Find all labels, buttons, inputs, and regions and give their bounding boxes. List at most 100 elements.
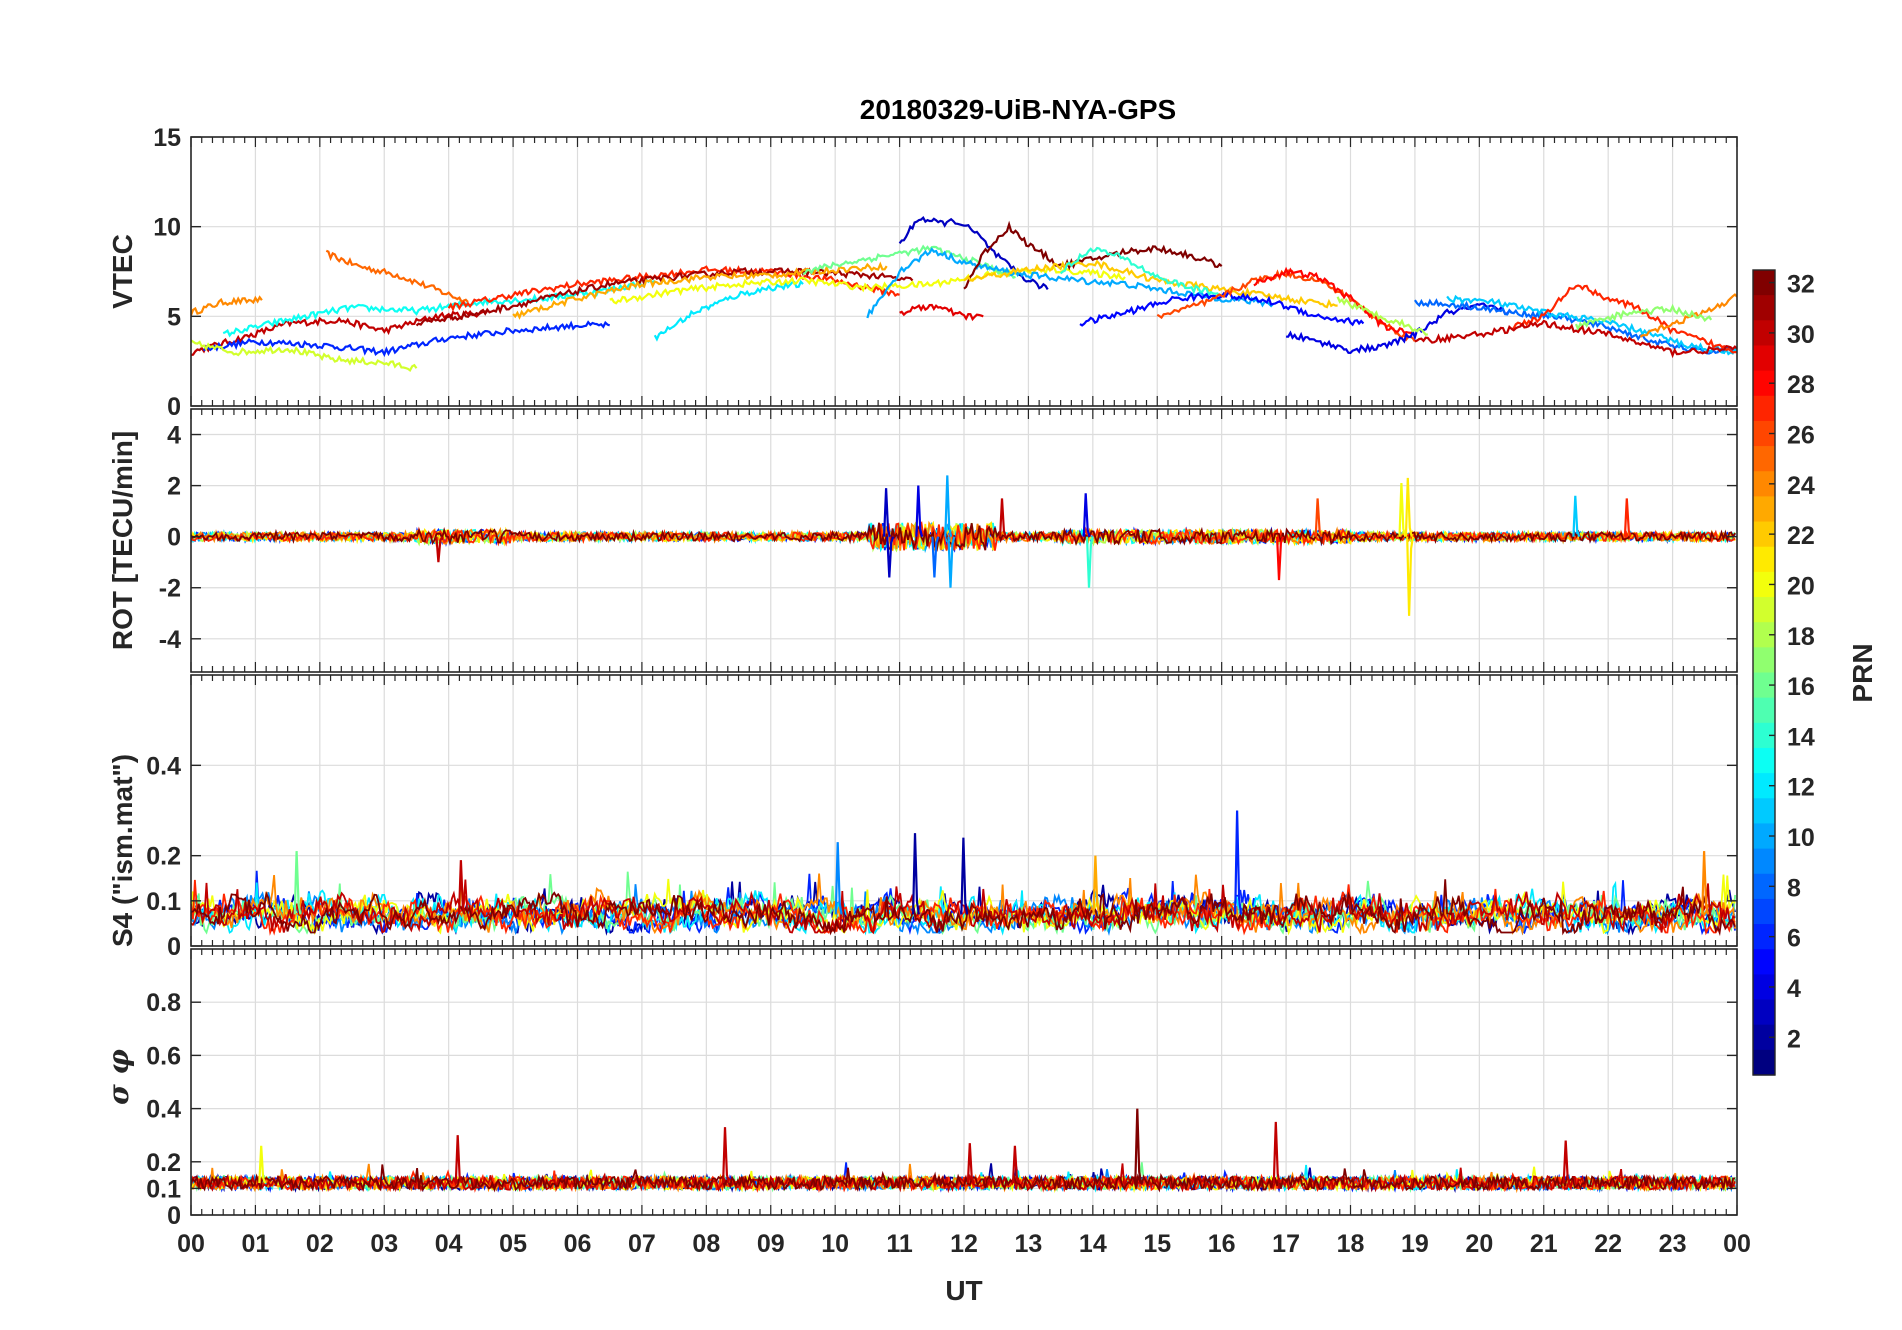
series-line-prn-30 — [191, 879, 1736, 935]
data-spike — [1701, 851, 1710, 915]
colorbar-tick-label: 10 — [1787, 824, 1815, 852]
series-line-prn-17 — [1574, 303, 1713, 332]
x-tick-label: 21 — [1530, 1230, 1558, 1258]
colorbar-swatch — [1753, 773, 1775, 799]
data-spike — [966, 1143, 975, 1184]
y-axis-label: ROT [TECU/min] — [107, 431, 138, 650]
colorbar-swatch — [1753, 873, 1775, 900]
colorbar-swatch — [1753, 823, 1775, 850]
colorbar-tick-label: 24 — [1787, 472, 1815, 500]
data-spike — [883, 488, 891, 537]
x-tick-label: 11 — [886, 1230, 913, 1258]
series-line-prn-11 — [1446, 294, 1737, 356]
data-spike — [1398, 482, 1407, 537]
x-axis-label: UT — [945, 1275, 982, 1306]
x-tick-label: 10 — [821, 1230, 849, 1258]
x-tick-label: 13 — [1015, 1230, 1043, 1258]
colorbar-frame — [1752, 269, 1776, 1076]
colorbar-swatch — [1753, 471, 1775, 498]
data-spike — [915, 485, 924, 537]
data-spike — [1406, 536, 1415, 616]
colorbar-swatch — [1753, 446, 1775, 472]
colorbar-swatch — [1753, 949, 1775, 975]
x-tick-label: 06 — [564, 1230, 592, 1258]
series-line-prn-27 — [447, 265, 900, 312]
data-spike — [435, 536, 444, 563]
colorbar-swatch — [1753, 622, 1775, 648]
y-tick-label: -4 — [159, 626, 181, 654]
data-spike — [1623, 498, 1632, 538]
x-tick-label: 03 — [370, 1230, 398, 1258]
colorbar-tick-label: 28 — [1787, 371, 1815, 399]
series-line-prn-23 — [512, 261, 888, 320]
x-tick-label: 02 — [306, 1230, 334, 1258]
series-line-prn-26 — [1156, 268, 1416, 343]
colorbar-swatch — [1753, 798, 1775, 825]
y-tick-label: -2 — [159, 575, 181, 603]
x-tick-label: 09 — [757, 1230, 785, 1258]
y-tick-label: 0 — [167, 1202, 181, 1230]
series-line-prn-32 — [191, 1164, 1736, 1193]
colorbar-swatch — [1753, 420, 1775, 447]
x-tick-label: 19 — [1401, 1230, 1429, 1258]
colorbar-tick-label: 6 — [1787, 925, 1801, 953]
data-spike — [258, 1145, 267, 1184]
series-line-prn-30 — [1414, 319, 1737, 359]
colorbar-swatch — [1753, 270, 1775, 296]
plot-area — [191, 215, 1737, 373]
colorbar-swatch — [1753, 546, 1775, 573]
data-spike — [1085, 536, 1094, 588]
panel-2: -4 -2 0 2 4 ROT [TECU/min] — [107, 408, 1738, 673]
y-tick-label: 0.2 — [146, 1149, 181, 1177]
series-line-prn-19 — [191, 339, 418, 373]
data-spike — [912, 833, 920, 915]
colorbar-swatch — [1753, 1024, 1775, 1051]
data-spike — [1082, 493, 1091, 538]
data-spike — [944, 475, 953, 537]
series-line-prn-16 — [802, 244, 1016, 279]
series-line-prn-24 — [191, 295, 263, 316]
colorbar-swatch — [1753, 597, 1775, 623]
panel-1: 0 5 10 15 VTEC — [107, 124, 1738, 421]
plot-area — [191, 810, 1736, 937]
colorbar-tick-label: 16 — [1787, 673, 1815, 701]
colorbar-swatch — [1753, 1049, 1775, 1076]
series-line-prn-32 — [191, 879, 1736, 937]
y-tick-label: 15 — [153, 124, 181, 152]
colorbar-tick-label: 26 — [1787, 422, 1815, 450]
y-tick-label: 0.1 — [146, 1175, 181, 1203]
x-tick-label: 15 — [1143, 1230, 1171, 1258]
y-tick-label: 4 — [167, 422, 181, 450]
series-line-prn-29 — [899, 303, 984, 322]
colorbar-swatch — [1753, 647, 1775, 674]
series-line-prn-10 — [866, 247, 1274, 319]
colorbar-tick-label: 2 — [1787, 1025, 1801, 1053]
data-spike — [947, 536, 956, 588]
colorbar-swatch — [1753, 320, 1775, 347]
x-tick-label: 00 — [177, 1230, 205, 1258]
x-tick-label: 08 — [692, 1230, 720, 1258]
x-tick-label: 20 — [1465, 1230, 1493, 1258]
data-spike — [886, 536, 895, 578]
colorbar-swatch — [1753, 571, 1775, 598]
y-tick-label: 0 — [167, 524, 181, 552]
x-tick-label: 12 — [950, 1230, 978, 1258]
data-spike — [1272, 1121, 1281, 1184]
y-axis-label: σ φ — [102, 1048, 135, 1104]
colorbar-tick-label: 14 — [1787, 723, 1815, 751]
series-line-prn-18 — [1336, 296, 1429, 336]
x-tick-label: 07 — [628, 1230, 656, 1258]
series-line-prn-32 — [963, 220, 1223, 290]
x-tick-label: 17 — [1272, 1230, 1300, 1258]
y-tick-label: 0.4 — [146, 752, 181, 780]
data-spike — [457, 860, 466, 915]
series-line-prn-27 — [1510, 284, 1737, 354]
colorbar-tick-label: 18 — [1787, 623, 1815, 651]
x-tick-label: 22 — [1594, 1230, 1622, 1258]
y-tick-label: 0 — [167, 393, 181, 421]
y-tick-label: 10 — [153, 214, 181, 242]
colorbar-swatch — [1753, 722, 1775, 749]
series-line-prn-31 — [415, 267, 914, 327]
x-tick-label: 04 — [435, 1230, 463, 1258]
